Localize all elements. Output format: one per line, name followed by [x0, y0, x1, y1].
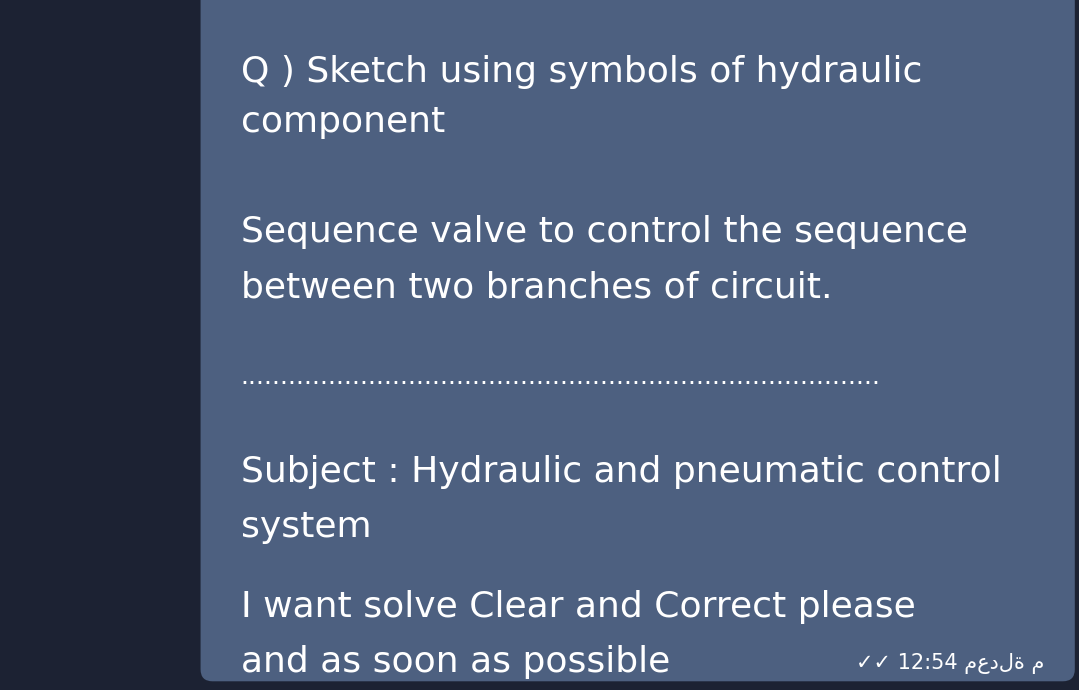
Text: ✓✓ 12:54 معدلة م: ✓✓ 12:54 معدلة م [857, 653, 1044, 674]
Text: ................................................................................: ........................................… [241, 365, 880, 389]
FancyBboxPatch shape [201, 0, 1075, 681]
Text: Sequence valve to control the sequence: Sequence valve to control the sequence [241, 215, 968, 249]
Text: and as soon as possible: and as soon as possible [241, 645, 670, 679]
Text: system: system [241, 510, 371, 544]
Text: component: component [241, 105, 445, 139]
Text: Subject : Hydraulic and pneumatic control: Subject : Hydraulic and pneumatic contro… [241, 455, 1001, 489]
Text: I want solve Clear and Correct please: I want solve Clear and Correct please [241, 590, 915, 624]
Text: Q ) Sketch using symbols of hydraulic: Q ) Sketch using symbols of hydraulic [241, 55, 921, 89]
Text: between two branches of circuit.: between two branches of circuit. [241, 270, 832, 304]
